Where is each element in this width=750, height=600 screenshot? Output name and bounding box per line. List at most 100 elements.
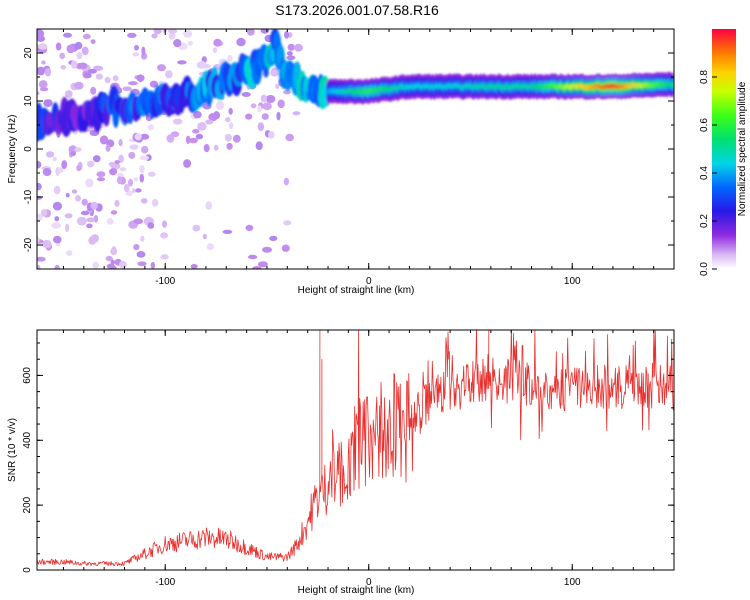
noise-speckle [114, 160, 120, 165]
noise-speckle [132, 52, 140, 57]
noise-speckle [39, 87, 49, 92]
noise-speckle [216, 100, 225, 110]
noise-speckle [42, 240, 52, 249]
noise-speckle [119, 167, 127, 172]
noise-speckle [148, 171, 156, 177]
noise-speckle [213, 111, 221, 120]
noise-speckle [86, 223, 93, 229]
noise-speckle [52, 201, 63, 211]
noise-speckle [90, 39, 96, 44]
noise-speckle [93, 65, 104, 71]
noise-speckle [37, 256, 46, 262]
noise-speckle [38, 43, 48, 50]
noise-speckle [147, 124, 155, 131]
y-tick-label: 10 [23, 95, 34, 107]
noise-speckle [54, 264, 60, 269]
noise-speckle [247, 254, 258, 260]
spectrogram-x-label: Height of straight line (km) [298, 285, 415, 296]
noise-speckle [37, 236, 40, 243]
noise-speckle [188, 137, 198, 144]
noise-speckle [275, 83, 280, 89]
noise-speckle [139, 165, 145, 174]
noise-speckle [141, 198, 148, 204]
noise-blob [257, 261, 268, 268]
noise-speckle [139, 173, 145, 183]
noise-speckle [53, 235, 62, 244]
noise-speckle [255, 141, 263, 151]
noise-speckle [168, 32, 176, 40]
noise-speckle [183, 30, 193, 38]
noise-speckle [99, 135, 109, 145]
noise-speckle [105, 144, 111, 152]
noise-speckle [276, 111, 281, 121]
x-tick-label: -100 [155, 276, 175, 287]
snr-panel: -100 0 100 0 200 400 600 Height of straight l… [7, 329, 675, 596]
noise-speckle [37, 182, 42, 191]
noise-speckle [66, 250, 73, 256]
noise-speckle [193, 111, 202, 119]
y-tick-label: 200 [22, 496, 33, 513]
noise-speckle [151, 198, 159, 207]
noise-speckle [283, 90, 291, 95]
noise-speckle [123, 183, 130, 193]
noise-speckle [133, 244, 140, 251]
noise-speckle [151, 33, 158, 39]
y-tick-label: 600 [22, 367, 33, 384]
x-tick-label: 0 [366, 276, 372, 287]
noise-speckle [226, 142, 233, 150]
noise-speckle [203, 144, 210, 153]
noise-speckle [37, 195, 43, 200]
noise-speckle [245, 113, 253, 120]
noise-speckle [78, 62, 88, 69]
noise-speckle [111, 265, 117, 269]
noise-speckle [44, 67, 52, 77]
noise-speckle [245, 224, 254, 231]
noise-speckle [202, 233, 207, 240]
noise-speckle [128, 81, 138, 86]
noise-speckle [257, 122, 265, 131]
noise-speckle [116, 176, 123, 185]
noise-speckle [135, 188, 142, 193]
noise-speckle [118, 138, 123, 147]
noise-speckle [37, 264, 41, 269]
noise-speckle [136, 74, 145, 82]
noise-speckle [160, 254, 169, 260]
spectrogram-y-axis: -20 -10 0 10 20 [23, 28, 674, 270]
noise-speckle [114, 199, 120, 207]
noise-speckle [229, 122, 234, 130]
noise-speckle [65, 223, 70, 233]
y-tick-label: 20 [23, 47, 34, 59]
noise-speckle [128, 151, 136, 159]
noise-speckle [129, 144, 139, 150]
noise-speckle [150, 261, 155, 269]
noise-speckle [205, 201, 212, 210]
noise-blob [262, 246, 272, 253]
noise-speckle [61, 160, 68, 170]
y-tick-label: -20 [23, 237, 34, 252]
noise-speckle [213, 38, 222, 47]
noise-speckle [86, 217, 96, 223]
y-tick-label: -10 [23, 189, 34, 204]
noise-speckle [37, 160, 42, 169]
noise-speckle [160, 232, 169, 239]
noise-speckle [283, 177, 290, 186]
noise-speckle [195, 133, 204, 140]
noise-speckle [52, 156, 57, 162]
noise-speckle [40, 209, 48, 217]
noise-speckle [90, 86, 97, 95]
noise-speckle [85, 178, 94, 188]
noise-speckle [173, 118, 183, 125]
x-tick-label: 0 [366, 577, 372, 588]
noise-speckle [71, 60, 78, 69]
noise-speckle [42, 168, 52, 176]
noise-speckle [141, 145, 149, 154]
noise-speckle [134, 44, 139, 51]
noise-speckle [190, 264, 198, 269]
colorbar-gradient [712, 29, 736, 269]
x-tick-label: 100 [564, 577, 581, 588]
noise-speckle [140, 235, 145, 243]
noise-speckle [109, 168, 118, 176]
noise-speckle [66, 44, 75, 54]
noise-speckle [185, 135, 191, 144]
noise-speckle [212, 47, 218, 53]
